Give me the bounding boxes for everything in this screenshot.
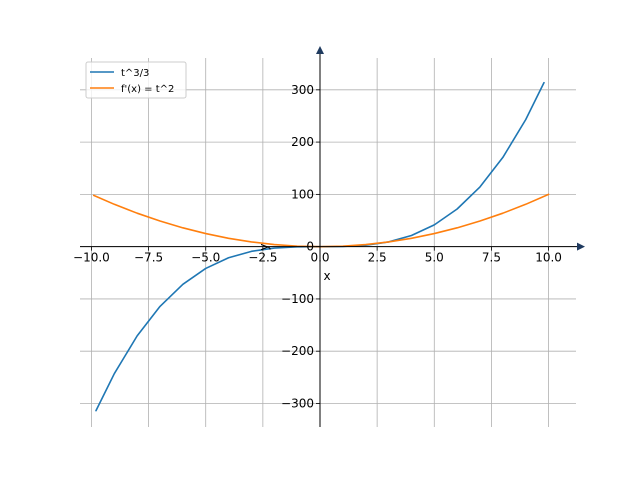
x-tick-label: 2.5 — [368, 251, 387, 265]
x-tick-label: 0.0 — [310, 251, 329, 265]
x-axis-label: x — [323, 269, 330, 283]
legend-label-2: f'(x) = t^2 — [121, 84, 174, 95]
legend: t^3/3 f'(x) = t^2 — [85, 61, 187, 99]
y-tick-label: 100 — [291, 187, 314, 201]
y-tick-label: −300 — [281, 396, 314, 410]
x-tick-label: −10.0 — [73, 251, 110, 265]
axes — [80, 46, 585, 427]
y-tick-label: −100 — [281, 292, 314, 306]
legend-box — [85, 61, 187, 99]
grid — [80, 58, 576, 427]
tick-labels: −10.0 −7.5 −5.0 −2.5 0.0 2.5 5.0 7.5 10.0 −300 −20… — [73, 83, 562, 411]
x-axis-arrow — [577, 242, 585, 251]
y-axis-arrow — [316, 46, 324, 54]
x-tick-label: 10.0 — [535, 251, 562, 265]
x-tick-label: −5.0 — [191, 251, 220, 265]
y-tick-label: 0 — [306, 240, 314, 254]
y-tick-label: 300 — [291, 83, 314, 97]
legend-label-1: t^3/3 — [121, 68, 149, 79]
y-axis-label: y — [257, 243, 271, 250]
y-tick-label: 200 — [291, 135, 314, 149]
x-tick-label: 7.5 — [482, 251, 501, 265]
y-tick-label: −200 — [281, 344, 314, 358]
x-tick-label: −7.5 — [134, 251, 163, 265]
x-tick-label: 5.0 — [425, 251, 444, 265]
x-tick-label: −2.5 — [248, 251, 277, 265]
